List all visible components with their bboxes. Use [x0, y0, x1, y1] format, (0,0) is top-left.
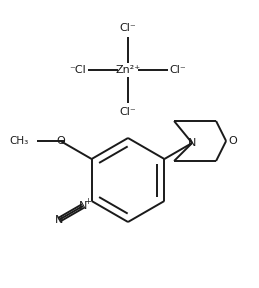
Text: O: O — [229, 136, 238, 146]
Text: Cl⁻: Cl⁻ — [120, 23, 136, 33]
Text: CH₃: CH₃ — [9, 136, 28, 146]
Text: +: + — [84, 197, 91, 206]
Text: N: N — [55, 215, 63, 225]
Text: O: O — [56, 136, 65, 146]
Text: ⁻Cl: ⁻Cl — [70, 65, 86, 75]
Text: Zn²⁺: Zn²⁺ — [116, 65, 141, 75]
Text: Cl⁻: Cl⁻ — [120, 107, 136, 117]
Text: Cl⁻: Cl⁻ — [170, 65, 186, 75]
Text: N: N — [79, 201, 87, 211]
Text: N: N — [188, 138, 196, 148]
